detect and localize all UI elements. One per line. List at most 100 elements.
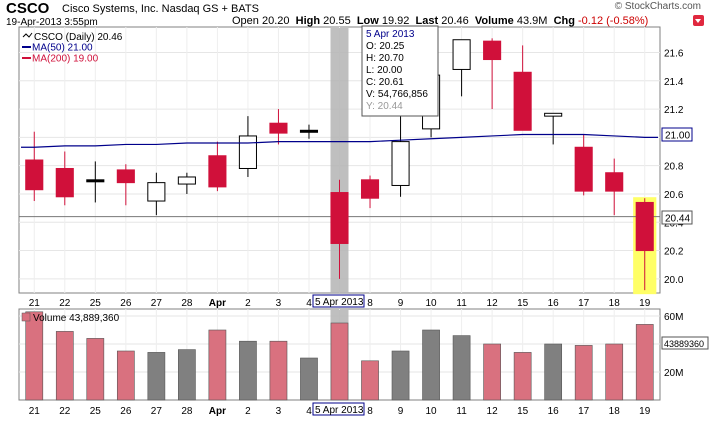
volume-bar — [635, 324, 654, 401]
last-value: 20.46 — [441, 15, 469, 27]
price-axis-labels: 20.020.220.420.620.821.021.221.421.6 — [664, 48, 684, 285]
price-tick-label: 21.2 — [664, 105, 684, 116]
volume-bar — [513, 352, 532, 401]
volume-bar — [239, 340, 257, 401]
volume-bar — [391, 350, 410, 401]
high-label: High — [295, 15, 321, 27]
x-tick-label: 8 — [367, 298, 373, 309]
x-tick-label: 11 — [456, 406, 467, 417]
volume-bar — [300, 357, 318, 401]
x-tick-label: 17 — [578, 406, 590, 417]
x-tick-label: Apr — [209, 406, 226, 417]
candle-body — [25, 159, 44, 191]
volume-bar — [330, 322, 349, 401]
candle-body — [86, 179, 105, 183]
tooltip-low: L: 20.00 — [366, 65, 403, 76]
candle-body — [208, 155, 227, 188]
candle-body — [269, 122, 288, 134]
chg-value: -0.12 (-0.58%) — [578, 15, 649, 27]
x-tick-label: 4 — [306, 298, 312, 309]
volume-value: 43.9M — [516, 15, 548, 27]
x-tick-label: 28 — [181, 298, 193, 309]
volume-bar — [178, 349, 196, 401]
x-tick-label: 19 — [639, 406, 651, 417]
volume-bar — [208, 329, 227, 401]
last-tag-text: 20.44 — [665, 214, 690, 225]
quote-datetime: 19-Apr-2013 3:55pm — [6, 17, 98, 28]
price-axis-tag-last: 20.44 — [661, 210, 693, 225]
x-tick-label: 26 — [120, 298, 132, 309]
open-value: 20.20 — [261, 15, 290, 27]
price-tick-label: 20.0 — [664, 275, 684, 286]
ma50-legend-text: MA(50) 21.00 — [32, 43, 93, 54]
volume-bar — [86, 338, 105, 401]
volume-legend-text: Volume 43,889,360 — [33, 313, 120, 324]
x-tick-label: 15 — [517, 406, 529, 417]
x-axis-labels-volume: 21 22 25 26 27 28 Apr 2 3 4 8 9 10 11 12 15 16 17 18 19 — [29, 406, 651, 417]
volume-legend: Volume 43,889,360 — [21, 312, 120, 324]
x-tick-label: 28 — [181, 406, 193, 417]
open-label: Open — [232, 15, 259, 27]
volume-axis-tag: 43889360 — [661, 336, 709, 350]
x-tick-label: 9 — [398, 298, 404, 309]
price-tick-label: 21.4 — [664, 77, 684, 88]
cursor-date-text-volume: 5 Apr 2013 — [315, 405, 364, 416]
quote-summary: Open 20.20 High 20.55 Low 19.92 Last 20.… — [232, 15, 648, 27]
x-tick-label: 8 — [367, 406, 373, 417]
x-tick-label: 9 — [398, 406, 404, 417]
candle-body — [116, 169, 135, 184]
x-tick-label: 27 — [151, 298, 163, 309]
low-label: Low — [356, 15, 379, 27]
cursor-date-text-price: 5 Apr 2013 — [315, 297, 364, 308]
volume-tag-text: 43889360 — [664, 339, 704, 349]
chg-label: Chg — [553, 15, 575, 27]
x-tick-label: 12 — [487, 406, 499, 417]
ma200-legend-text: MA(200) 19.00 — [32, 54, 99, 65]
price-legend-text: CSCO (Daily) 20.46 — [34, 32, 123, 43]
candle-body — [238, 135, 257, 169]
x-tick-label: 11 — [456, 298, 467, 309]
volume-bar — [544, 343, 563, 401]
candle-body — [513, 71, 532, 131]
ma50-line — [21, 133, 658, 148]
volume-bar — [574, 345, 593, 401]
x-tick-label: 25 — [90, 298, 102, 309]
x-tick-label: 4 — [306, 406, 312, 417]
volume-bar — [452, 335, 471, 401]
x-tick-label: 16 — [548, 298, 560, 309]
x-tick-label: 15 — [517, 298, 529, 309]
volume-bar — [269, 340, 288, 401]
tooltip-high: H: 20.70 — [366, 53, 404, 64]
candle-body — [483, 40, 502, 61]
last-label: Last — [415, 15, 439, 27]
candle-body — [574, 146, 593, 192]
price-tick-label: 20.2 — [664, 247, 684, 258]
tooltip-date: 5 Apr 2013 — [366, 29, 415, 40]
x-tick-label: 3 — [276, 298, 282, 309]
candle-body — [330, 192, 349, 244]
cursor-date-label-volume: 5 Apr 2013 — [312, 402, 365, 416]
chevron-down-icon[interactable] — [693, 15, 704, 26]
company-name: Cisco Systems, Inc. Nasdaq GS + BATS — [62, 3, 259, 15]
x-tick-label: 26 — [120, 406, 132, 417]
volume-tick-label: 60M — [664, 312, 683, 323]
candle-body — [177, 176, 196, 185]
candle-body — [452, 39, 471, 70]
candle-body — [147, 182, 166, 202]
ticker-symbol: CSCO — [6, 0, 50, 17]
high-value: 20.55 — [323, 15, 351, 27]
volume-bar — [361, 360, 379, 401]
volume-bar — [147, 352, 166, 401]
x-tick-label: 25 — [90, 406, 102, 417]
price-tick-label: 21.6 — [664, 48, 684, 59]
x-tick-label: 22 — [59, 406, 71, 417]
x-tick-label: 17 — [578, 298, 590, 309]
candlesticks — [25, 38, 654, 291]
low-value: 19.92 — [381, 15, 410, 27]
volume-bar — [422, 329, 440, 401]
price-tick-label: 20.8 — [664, 162, 684, 173]
tooltip-volume: V: 54,766,856 — [366, 89, 428, 100]
candle-body — [391, 141, 410, 186]
price-legend: CSCO (Daily) 20.46 MA(50) 21.00 MA(200) … — [22, 32, 123, 65]
